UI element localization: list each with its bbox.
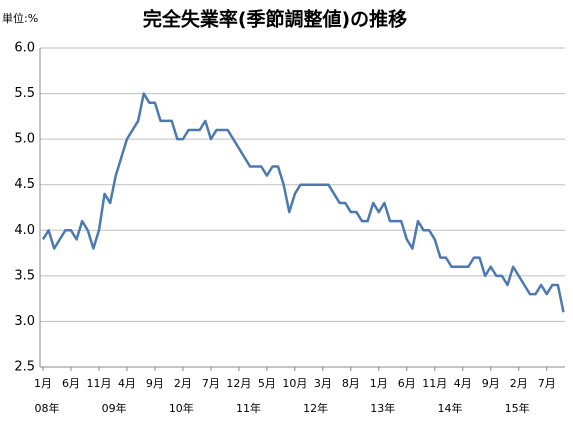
year-label: 09年 [102, 401, 127, 415]
y-tick-label: 3.5 [14, 268, 35, 283]
chart-title: 完全失業率(季節調整値)の推移 [143, 8, 407, 31]
x-tick-label: 8月 [342, 377, 360, 390]
y-tick-label: 5.5 [14, 86, 35, 101]
x-tick-label: 1月 [34, 377, 52, 390]
year-label: 10年 [169, 401, 194, 415]
x-tick-label: 11月 [422, 377, 447, 390]
y-tick-label: 4.0 [14, 223, 35, 238]
x-tick-label: 1月 [370, 377, 388, 390]
y-tick-label: 2.5 [14, 360, 35, 375]
y-tick-label: 4.5 [14, 177, 35, 192]
x-tick-label: 2月 [174, 377, 192, 390]
year-label: 12年 [303, 401, 328, 415]
x-tick-label: 11月 [86, 377, 111, 390]
year-label: 08年 [35, 401, 60, 415]
x-tick-label: 12月 [226, 377, 251, 390]
y-tick-label: 6.0 [14, 41, 35, 56]
x-tick-label: 7月 [538, 377, 556, 390]
year-label: 15年 [505, 401, 530, 415]
year-label: 11年 [236, 401, 261, 415]
x-tick-label: 9月 [482, 377, 500, 390]
y-tick-label: 3.0 [14, 314, 35, 329]
year-label: 13年 [370, 401, 395, 415]
x-tick-label: 10月 [282, 377, 307, 390]
x-tick-label: 4月 [118, 377, 136, 390]
y-tick-label: 5.0 [14, 132, 35, 147]
x-tick-label: 6月 [62, 377, 80, 390]
x-tick-label: 3月 [314, 377, 332, 390]
x-tick-label: 9月 [146, 377, 164, 390]
x-tick-label: 2月 [510, 377, 528, 390]
x-tick-label: 4月 [454, 377, 472, 390]
x-tick-label: 7月 [202, 377, 220, 390]
x-tick-label: 6月 [398, 377, 416, 390]
data-line [41, 92, 565, 313]
year-label: 14年 [437, 401, 462, 415]
unit-label: 単位:% [2, 11, 38, 25]
x-tick-label: 5月 [258, 377, 276, 390]
